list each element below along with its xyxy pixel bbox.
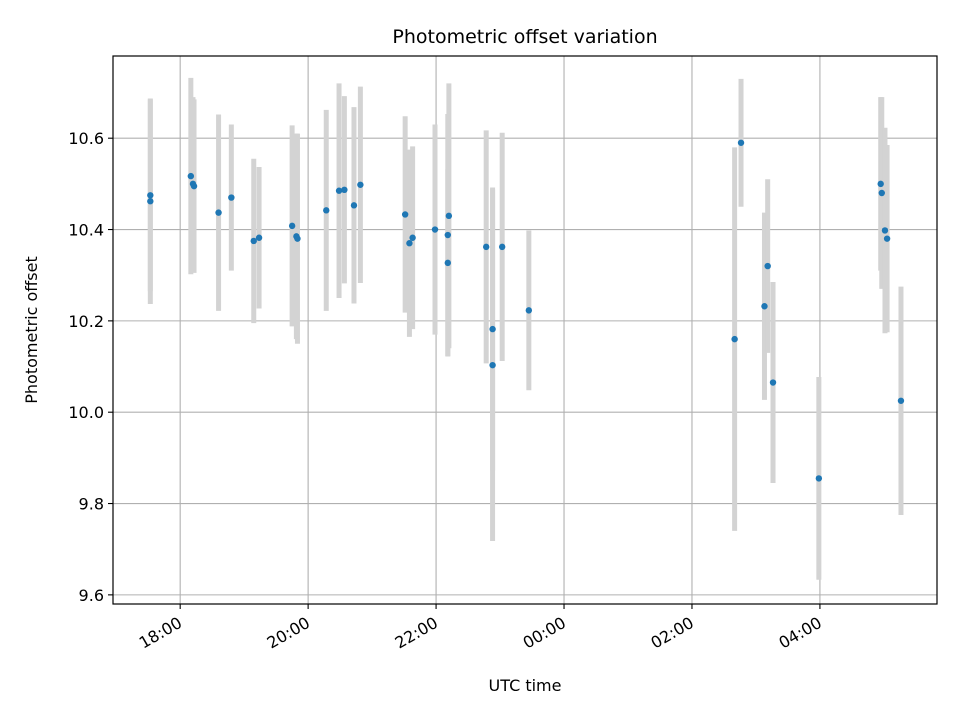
- data-point: [498, 243, 506, 251]
- data-point: [878, 189, 885, 197]
- point-layer: [147, 139, 905, 482]
- y-axis-label: Photometric offset: [22, 256, 41, 404]
- y-tick-label: 10.0: [68, 403, 104, 422]
- y-tick-label: 10.2: [68, 312, 104, 331]
- plot-frame: [112, 55, 938, 605]
- data-point: [341, 186, 348, 194]
- data-point: [731, 335, 738, 343]
- y-tick-label: 9.8: [79, 495, 104, 514]
- data-point: [409, 234, 416, 241]
- data-point: [228, 194, 235, 201]
- chart-title: Photometric offset variation: [392, 26, 657, 48]
- data-point: [489, 325, 496, 333]
- x-axis-label: UTC time: [489, 676, 562, 695]
- y-tick-label: 10.4: [68, 221, 104, 240]
- data-point: [147, 192, 154, 199]
- data-point: [444, 259, 452, 267]
- y-axis-ticks: 9.6 9.8 10.0 10.2 10.4 10.6: [68, 129, 113, 605]
- data-point: [323, 207, 330, 214]
- y-tick-label: 10.6: [68, 129, 104, 148]
- data-point: [255, 234, 263, 241]
- data-point: [350, 202, 358, 209]
- data-point: [147, 198, 154, 205]
- data-point: [406, 240, 413, 247]
- y-tick-label: 9.6: [79, 586, 104, 605]
- data-point: [250, 237, 257, 245]
- data-point: [769, 379, 777, 386]
- data-point: [288, 222, 296, 230]
- data-point: [764, 262, 771, 270]
- data-point: [815, 475, 823, 482]
- data-point: [401, 211, 409, 218]
- data-point: [897, 397, 905, 404]
- data-point: [190, 182, 198, 190]
- data-point: [525, 307, 533, 314]
- data-point: [187, 172, 195, 180]
- data-point: [444, 231, 452, 239]
- data-point: [877, 180, 884, 188]
- data-point: [335, 187, 343, 194]
- data-point: [357, 181, 364, 188]
- data-point: [294, 235, 301, 242]
- data-point: [482, 243, 490, 251]
- data-point: [445, 212, 453, 220]
- data-point: [761, 303, 768, 310]
- data-point: [489, 361, 496, 369]
- data-point: [881, 227, 889, 234]
- data-point: [737, 139, 745, 146]
- data-point: [431, 226, 439, 233]
- data-point: [215, 209, 222, 216]
- data-point: [883, 235, 891, 242]
